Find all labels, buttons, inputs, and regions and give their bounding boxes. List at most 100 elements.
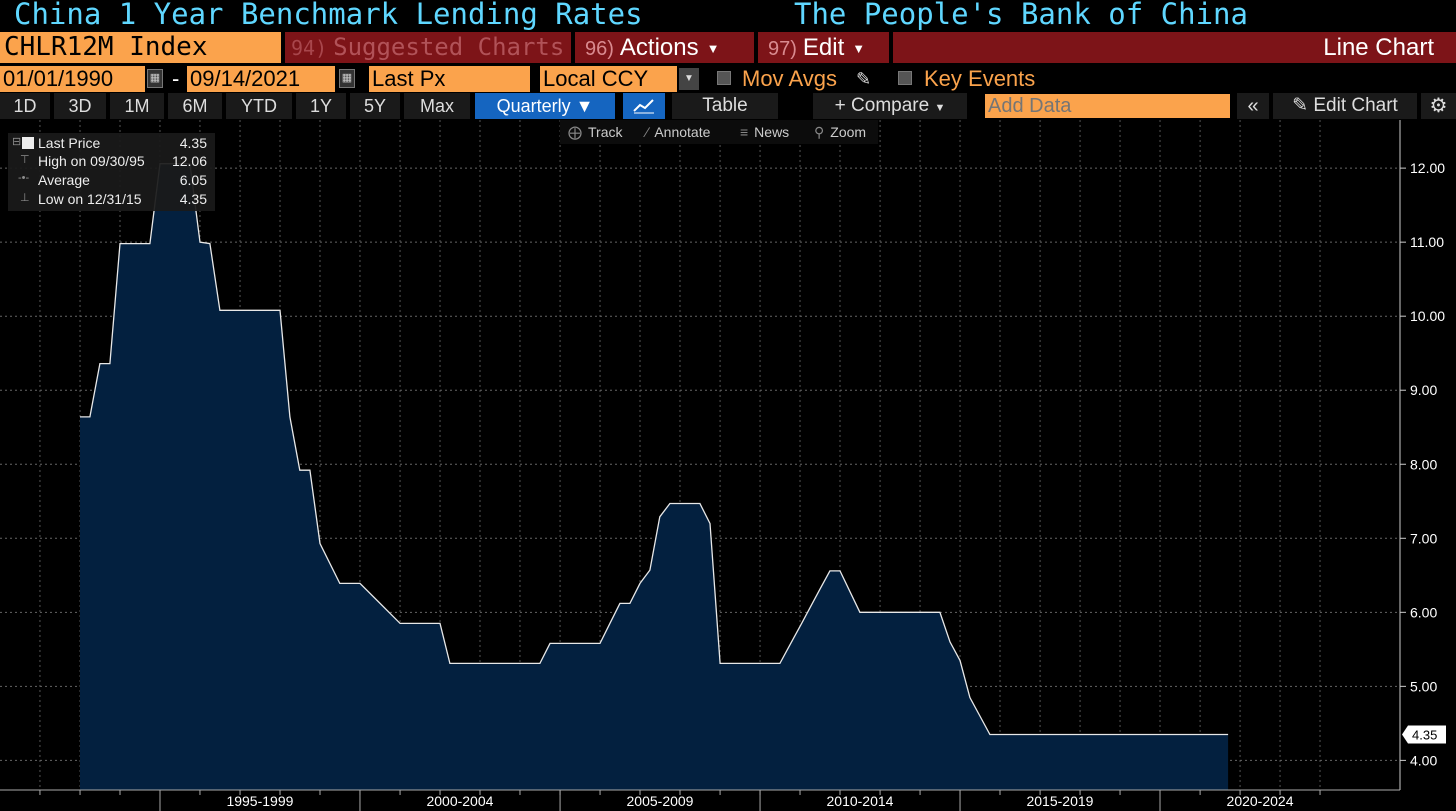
series-color-swatch xyxy=(22,137,34,149)
legend-average-label: Average xyxy=(38,172,90,188)
news-tool[interactable]: ≡ News xyxy=(740,120,789,144)
period-bar: 1D 3D 1M 6M YTD 1Y 5Y Max Quarterly ▼ Ta… xyxy=(0,93,1456,119)
crosshair-icon: ⨁ xyxy=(568,124,582,140)
chevron-down-icon: ▼ xyxy=(934,102,946,114)
gear-icon[interactable]: ⚙ xyxy=(1421,93,1456,119)
legend-last-value: 4.35 xyxy=(179,135,207,151)
end-date-field[interactable]: 09/14/2021 xyxy=(187,66,335,92)
y-tick-label: 11.00 xyxy=(1410,234,1444,250)
x-group-label: 2000-2004 xyxy=(426,793,493,809)
last-value-text: 4.35 xyxy=(1412,727,1437,742)
x-group-label: 1995-1999 xyxy=(226,793,293,809)
y-tick-label: 6.00 xyxy=(1410,604,1437,620)
legend-panel[interactable]: ⊟ Last Price 4.35 ⊤ High on 09/30/95 12.… xyxy=(8,133,215,211)
y-tick-label: 9.00 xyxy=(1410,382,1437,398)
table-button[interactable]: Table xyxy=(672,93,778,119)
y-tick-label: 12.00 xyxy=(1410,160,1445,176)
low-marker-icon: ⊥ xyxy=(20,192,30,204)
add-data-input[interactable] xyxy=(985,94,1230,118)
period-3d-button[interactable]: 3D xyxy=(54,93,106,119)
compare-label: Compare xyxy=(851,95,930,116)
period-1y-button[interactable]: 1Y xyxy=(296,93,346,119)
news-label: News xyxy=(754,124,790,140)
actions-menu-button[interactable]: 96) Actions ▼ xyxy=(575,32,754,63)
edit-chart-label: Edit Chart xyxy=(1313,95,1398,116)
y-axis: 4.00 5.00 6.00 7.00 8.00 9.00 10.00 11.00 12.00 xyxy=(1399,120,1445,790)
ticker-field[interactable]: CHLR12M Index xyxy=(0,32,281,63)
key-events-checkbox[interactable] xyxy=(898,71,912,85)
pencil-icon[interactable]: ✎ xyxy=(856,69,872,89)
y-tick-label: 7.00 xyxy=(1410,530,1437,546)
last-value-label: 4.35 xyxy=(1402,725,1446,744)
annotate-label: Annotate xyxy=(654,124,711,140)
period-1d-button[interactable]: 1D xyxy=(0,93,50,119)
track-tool[interactable]: ⨁ Track xyxy=(568,120,622,144)
edit-chart-button[interactable]: ✎ Edit Chart xyxy=(1273,93,1417,119)
key-events-label: Key Events xyxy=(924,66,1036,91)
chart-type-label: Line Chart xyxy=(893,32,1456,63)
zoom-label: Zoom xyxy=(830,124,867,140)
annotate-tool[interactable]: ∕ Annotate xyxy=(646,120,710,144)
legend-high-label: High on 09/30/95 xyxy=(38,153,145,169)
compare-button[interactable]: + Compare ▼ xyxy=(813,93,967,119)
period-5y-button[interactable]: 5Y xyxy=(350,93,400,119)
actions-label: Actions xyxy=(619,34,699,61)
search-icon: ⚲ xyxy=(814,124,825,140)
suggested-charts-number: 94) xyxy=(291,36,328,60)
edit-label: Edit xyxy=(802,34,845,61)
rate-line xyxy=(80,163,1229,736)
x-axis: 1995-1999 2000-2004 2005-2009 2010-2014 2015… xyxy=(0,789,1400,811)
periodicity-select[interactable]: Quarterly ▼ xyxy=(475,93,615,119)
vertical-grid xyxy=(39,120,1321,790)
period-max-button[interactable]: Max xyxy=(404,93,470,119)
edit-number: 97) xyxy=(768,38,797,60)
chevron-down-icon: ▼ xyxy=(575,96,594,116)
x-group-label: 2010-2014 xyxy=(827,793,894,809)
period-1m-button[interactable]: 1M xyxy=(110,93,164,119)
pencil-icon: ✎ xyxy=(1292,95,1309,116)
y-tick-label: 4.00 xyxy=(1410,752,1437,768)
calendar-icon[interactable]: ▦ xyxy=(147,69,163,88)
legend-low-label: Low on 12/31/15 xyxy=(38,191,142,207)
price-field-select[interactable]: Last Px xyxy=(369,66,530,92)
track-label: Track xyxy=(588,124,623,140)
chevron-down-icon[interactable]: ▼ xyxy=(679,68,699,90)
news-icon: ≡ xyxy=(740,124,749,140)
legend-last-label: Last Price xyxy=(38,135,101,151)
periodicity-label: Quarterly xyxy=(496,96,571,116)
collapse-box-icon[interactable]: ⊟ xyxy=(12,136,22,148)
line-chart-icon[interactable] xyxy=(623,93,665,119)
chevron-down-icon: ▼ xyxy=(852,41,866,57)
mov-avgs-label: Mov Avgs xyxy=(742,66,837,91)
command-bar: CHLR12M Index 94) Suggested Charts 96) Act… xyxy=(0,32,1456,63)
currency-select[interactable]: Local CCY xyxy=(540,66,677,92)
y-tick-label: 5.00 xyxy=(1410,678,1437,694)
date-separator: - xyxy=(172,66,180,91)
edit-menu-button[interactable]: 97) Edit ▼ xyxy=(758,32,889,63)
source-title: The People's Bank of China xyxy=(794,0,1248,31)
x-group-label: 2005-2009 xyxy=(627,793,694,809)
chart-tools: ⨁ Track ∕ Annotate ≡ News ⚲ Zoom xyxy=(560,120,878,144)
suggested-charts-label: Suggested Charts xyxy=(333,33,565,61)
period-6m-button[interactable]: 6M xyxy=(168,93,222,119)
plus-icon: + xyxy=(834,95,846,116)
mov-avgs-checkbox[interactable] xyxy=(717,71,731,85)
title-bar: China 1 Year Benchmark Lending Rates The… xyxy=(0,0,1456,32)
zoom-tool[interactable]: ⚲ Zoom xyxy=(814,120,866,144)
x-group-label: 2020-2024 xyxy=(1227,793,1294,809)
start-date-field[interactable]: 01/01/1990 xyxy=(0,66,145,92)
rate-area xyxy=(80,163,1229,790)
legend-average-value: 6.05 xyxy=(179,172,207,188)
security-title: China 1 Year Benchmark Lending Rates xyxy=(14,0,643,31)
collapse-icon[interactable]: « xyxy=(1237,93,1269,119)
period-ytd-button[interactable]: YTD xyxy=(226,93,292,119)
annotate-icon: ∕ xyxy=(646,124,649,140)
chevron-down-icon: ▼ xyxy=(706,41,720,57)
suggested-charts-button[interactable]: 94) Suggested Charts xyxy=(285,32,571,63)
average-marker-icon: -•- xyxy=(18,172,30,184)
y-tick-label: 8.00 xyxy=(1410,456,1437,472)
actions-number: 96) xyxy=(585,38,614,60)
last-value-marker xyxy=(1402,725,1446,744)
calendar-icon[interactable]: ▦ xyxy=(339,69,355,88)
